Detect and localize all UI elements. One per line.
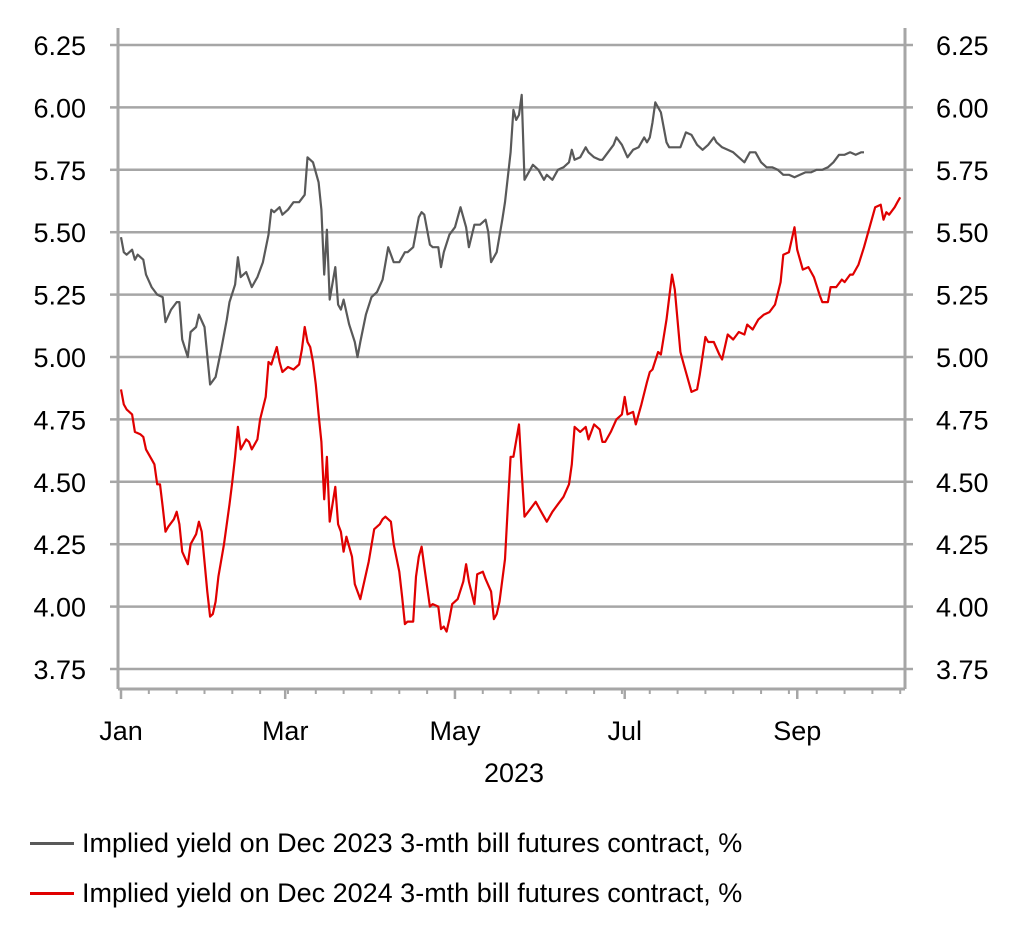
x-tick-label: Mar xyxy=(262,716,309,746)
legend: Implied yield on Dec 2023 3-mth bill fut… xyxy=(30,818,742,918)
y-tick-label-left: 5.00 xyxy=(33,343,86,373)
y-tick-label-left: 6.00 xyxy=(33,93,86,123)
y-tick-label-left: 4.75 xyxy=(33,405,86,435)
y-tick-label-left: 5.25 xyxy=(33,281,86,311)
line-chart: 6.25 6.00 5.75 5.50 5.25 5.00 4.75 4.50 4.25 4.00… xyxy=(33,28,989,788)
y-axis-left-labels: 6.25 6.00 5.75 5.50 5.25 5.00 4.75 4.50 4.25 4.00… xyxy=(33,31,86,685)
x-axis-title: 2023 xyxy=(484,758,544,788)
y-tick-label-left: 4.00 xyxy=(33,593,86,623)
legend-label-dec-2024: Implied yield on Dec 2024 3-mth bill fut… xyxy=(82,877,743,908)
y-tick-label-right: 4.25 xyxy=(936,530,989,560)
series-line-1 xyxy=(119,196,902,633)
x-tick-label: Jul xyxy=(607,716,642,746)
x-tick-label: Sep xyxy=(773,716,821,746)
y-tick-label-right: 5.50 xyxy=(936,218,989,248)
legend-swatch-dec-2024 xyxy=(30,891,74,895)
y-tick-label-left: 5.50 xyxy=(33,218,86,248)
y-axis-right-labels: 6.25 6.00 5.75 5.50 5.25 5.00 4.75 4.50 4.25 4.00… xyxy=(936,31,989,685)
x-tick-label: May xyxy=(429,716,481,746)
legend-item-dec-2024: Implied yield on Dec 2024 3-mth bill fut… xyxy=(30,868,742,918)
y-tick-label-right: 5.00 xyxy=(936,343,989,373)
y-tick-label-right: 6.00 xyxy=(936,93,989,123)
y-tick-label-left: 6.25 xyxy=(33,31,86,61)
legend-swatch-dec-2023 xyxy=(30,841,74,845)
legend-item-dec-2023: Implied yield on Dec 2023 3-mth bill fut… xyxy=(30,818,742,868)
y-tick-label-left: 4.50 xyxy=(33,468,86,498)
x-axis-ticks: Jan Mar May Jul Sep xyxy=(99,689,902,746)
y-tick-label-left: 4.25 xyxy=(33,530,86,560)
y-tick-label-right: 6.25 xyxy=(936,31,989,61)
y-tick-label-left: 5.75 xyxy=(33,156,86,186)
series-line-0 xyxy=(119,93,864,386)
y-tick-label-right: 4.50 xyxy=(936,468,989,498)
y-tick-label-right: 4.75 xyxy=(936,405,989,435)
y-tick-label-left: 3.75 xyxy=(33,655,86,685)
y-tick-label-right: 5.25 xyxy=(936,281,989,311)
series-lines xyxy=(119,93,902,633)
y-tick-label-right: 3.75 xyxy=(936,655,989,685)
y-tick-label-right: 5.75 xyxy=(936,156,989,186)
y-tick-label-right: 4.00 xyxy=(936,593,989,623)
legend-label-dec-2023: Implied yield on Dec 2023 3-mth bill fut… xyxy=(82,827,743,858)
x-tick-label: Jan xyxy=(99,716,143,746)
